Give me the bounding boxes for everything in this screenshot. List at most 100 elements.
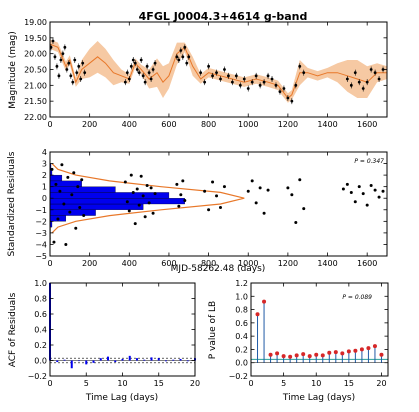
residual-point bbox=[294, 220, 298, 224]
data-point bbox=[278, 90, 282, 94]
x-tick-label: 10 bbox=[117, 379, 127, 388]
data-point bbox=[294, 83, 298, 87]
residual-point bbox=[357, 185, 361, 189]
data-point bbox=[361, 87, 365, 90]
data-point bbox=[151, 68, 155, 71]
x-tick-label: 15 bbox=[344, 379, 354, 388]
acf-bar bbox=[56, 360, 59, 363]
acf-bar bbox=[121, 358, 124, 361]
data-point bbox=[153, 61, 157, 65]
y-tick-label: 1.0 bbox=[34, 279, 47, 288]
residual-point bbox=[345, 182, 349, 186]
residual-point bbox=[153, 192, 157, 196]
residual-point bbox=[123, 180, 127, 184]
data-point bbox=[274, 83, 278, 87]
lb-panel: 0 5 10 15 20 −0.2 0.0 0.2 0.4 0.6 0.8 1.0 1.2 P valu… bbox=[208, 279, 389, 403]
y-tick-label: 0.0 bbox=[235, 359, 248, 368]
residuals-ylabel: Standardized Residuals bbox=[7, 151, 17, 256]
data-point bbox=[125, 71, 129, 75]
data-point bbox=[254, 74, 258, 78]
residual-point bbox=[139, 174, 143, 178]
acf-bar bbox=[128, 355, 131, 361]
x-tick-label: 0 bbox=[47, 120, 52, 129]
data-point bbox=[302, 71, 306, 75]
data-point bbox=[57, 74, 61, 78]
residual-point bbox=[66, 175, 70, 179]
data-point bbox=[63, 45, 67, 49]
data-point bbox=[75, 71, 79, 75]
data-point bbox=[357, 80, 361, 84]
data-point bbox=[223, 68, 226, 71]
residual-point bbox=[218, 205, 222, 209]
x-tick-label: 400 bbox=[122, 120, 137, 129]
lb-marker bbox=[288, 354, 293, 359]
residual-point bbox=[151, 211, 155, 215]
residual-point bbox=[133, 222, 137, 226]
x-tick-label: 600 bbox=[161, 120, 176, 129]
y-tick-label: 2 bbox=[42, 171, 47, 180]
residual-point bbox=[131, 190, 135, 194]
x-tick-label: 1600 bbox=[357, 259, 377, 268]
acf-bar bbox=[165, 360, 167, 362]
residual-point bbox=[82, 214, 86, 218]
y-tick-label: 0.8 bbox=[34, 295, 47, 304]
residual-point bbox=[129, 173, 133, 177]
data-point bbox=[219, 77, 222, 81]
y-tick-label: 20.00 bbox=[24, 50, 47, 59]
lb-marker bbox=[359, 347, 364, 352]
data-point bbox=[123, 80, 127, 84]
residual-point bbox=[369, 184, 373, 188]
data-point bbox=[67, 61, 71, 65]
data-point bbox=[129, 64, 133, 68]
residual-point bbox=[70, 193, 74, 197]
data-point bbox=[183, 45, 187, 49]
acf-bar bbox=[92, 360, 95, 363]
data-point bbox=[149, 77, 153, 81]
lb-marker bbox=[275, 351, 280, 356]
acf-panel: 0 5 10 15 20 −0.2 0.0 0.2 0.4 0.6 0.8 1.0 ACF of Re… bbox=[8, 279, 200, 403]
histogram-bar bbox=[49, 209, 96, 216]
data-point bbox=[286, 96, 290, 100]
data-point bbox=[227, 74, 230, 78]
data-point bbox=[177, 58, 181, 62]
data-point bbox=[250, 80, 254, 84]
data-point bbox=[211, 74, 214, 78]
data-point bbox=[203, 80, 207, 84]
data-point bbox=[373, 71, 377, 75]
residual-point bbox=[298, 178, 302, 182]
lb-marker bbox=[281, 354, 286, 359]
x-tick-label: 0 bbox=[47, 379, 52, 388]
residual-point bbox=[246, 189, 250, 193]
lb-marker bbox=[314, 352, 319, 357]
y-tick-label: −5 bbox=[35, 252, 47, 261]
data-point bbox=[187, 55, 191, 59]
x-tick-label: 400 bbox=[122, 259, 137, 268]
lb-marker bbox=[255, 312, 260, 317]
data-point bbox=[147, 71, 151, 75]
x-tick-label: 200 bbox=[82, 259, 97, 268]
lb-marker bbox=[320, 353, 325, 358]
acf-bar bbox=[78, 360, 80, 362]
x-tick-label: 0 bbox=[47, 259, 52, 268]
y-tick-label: 3 bbox=[42, 160, 47, 169]
data-point bbox=[345, 77, 349, 81]
lb-marker bbox=[333, 350, 338, 355]
y-tick-label: 1.2 bbox=[235, 279, 248, 288]
data-point bbox=[51, 39, 55, 43]
lb-marker bbox=[379, 352, 384, 357]
residual-point bbox=[127, 209, 131, 213]
data-point bbox=[298, 64, 302, 68]
lb-marker bbox=[327, 350, 332, 355]
residual-point bbox=[78, 205, 82, 209]
data-point bbox=[69, 74, 73, 78]
data-point bbox=[215, 71, 218, 75]
y-tick-label: 20.50 bbox=[24, 66, 47, 75]
y-tick-label: 4 bbox=[42, 148, 47, 157]
acf-xlabel: Time Lag (days) bbox=[85, 393, 158, 403]
lb-stems bbox=[255, 299, 384, 363]
residual-point bbox=[302, 207, 306, 211]
residual-point bbox=[125, 200, 129, 204]
data-point bbox=[365, 80, 369, 84]
data-point bbox=[230, 80, 234, 84]
